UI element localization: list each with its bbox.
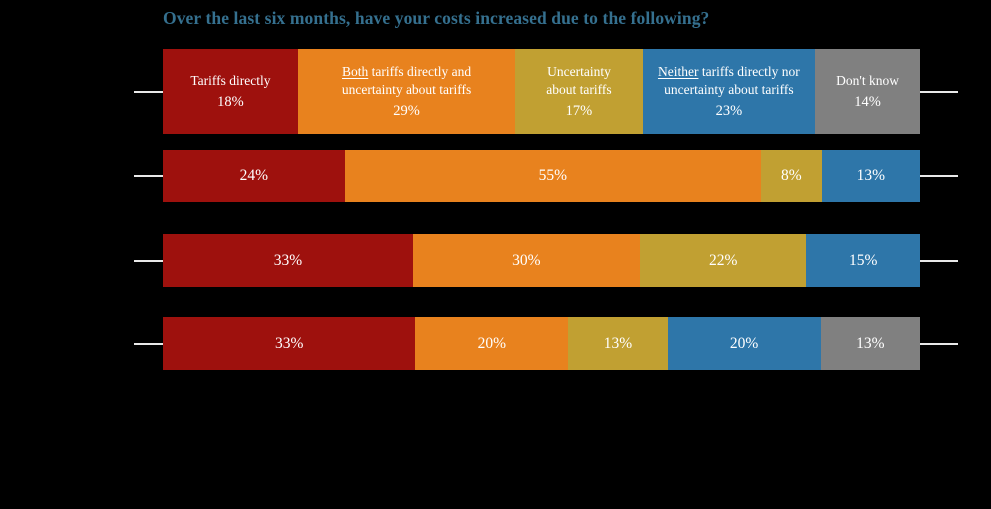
axis-tick-left-row-3: [134, 260, 163, 262]
segment-value-uncertainty-about-tariffs: 17%: [565, 102, 593, 119]
bar-segment-both-tariffs-and-uncertainty: 55%: [344, 150, 762, 202]
segment-label-line: Don't know: [836, 72, 899, 88]
segment-label-line: Uncertainty: [547, 64, 611, 80]
segment-value-neither-tariffs-nor-uncertainty: 20%: [729, 334, 759, 352]
segment-value-uncertainty-about-tariffs: 8%: [780, 167, 802, 185]
segment-label-line: uncertainty about tariffs: [664, 81, 794, 97]
segment-value-dont-know: 14%: [854, 94, 881, 111]
axis-tick-right-row-1: [920, 91, 958, 93]
bar-segment-uncertainty-about-tariffs: 13%: [568, 317, 668, 370]
segment-label-line: Both tariffs directly and: [342, 64, 472, 80]
axis-tick-right-row-4: [920, 343, 958, 345]
segment-label-line: Neither tariffs directly nor: [657, 64, 800, 80]
segment-value-both-tariffs-and-uncertainty: 55%: [538, 167, 568, 185]
chart-title: Over the last six months, have your cost…: [163, 8, 710, 28]
bar-segment-neither-tariffs-nor-uncertainty: 20%: [667, 317, 821, 370]
bar-segment-tariffs-directly: Tariffs directly 18%: [163, 49, 298, 134]
segment-value-dont-know: 13%: [856, 334, 885, 352]
bar-segment-uncertainty-about-tariffs: 8%: [761, 150, 822, 202]
bar-segment-neither-tariffs-nor-uncertainty: 15%: [806, 234, 920, 287]
underlined-word: Neither: [657, 64, 699, 80]
segment-label-uncertainty-about-tariffs: Uncertainty about tariffs: [546, 63, 611, 98]
axis-tick-left-row-4: [134, 343, 163, 345]
segment-value-both-tariffs-and-uncertainty: 20%: [477, 334, 506, 352]
bar-segment-both-tariffs-and-uncertainty: Both tariffs directly and uncertainty abo…: [297, 49, 516, 134]
segment-label-line: about tariffs: [546, 81, 612, 97]
bar-segment-uncertainty-about-tariffs: 22%: [639, 234, 807, 287]
segment-value-both-tariffs-and-uncertainty: 30%: [512, 251, 541, 269]
segment-label-tariffs-directly: Tariffs directly: [190, 72, 270, 89]
segment-label-line: uncertainty about tariffs: [341, 81, 472, 97]
bar-row-4: 33% 20% 13% 20% 13%: [163, 317, 920, 370]
bar-row-1: Tariffs directly 18% Both tariffs directly…: [163, 49, 921, 134]
axis-tick-left-row-2: [134, 175, 163, 177]
segment-label-line: Tariffs directly: [190, 72, 271, 88]
axis-tick-right-row-2: [920, 175, 958, 177]
bar-segment-tariffs-directly: 33%: [163, 317, 416, 370]
bar-segment-dont-know: Don't know 14%: [815, 49, 921, 134]
underlined-word: Both: [342, 64, 369, 80]
segment-value-both-tariffs-and-uncertainty: 29%: [393, 102, 420, 119]
segment-value-tariffs-directly: 18%: [217, 94, 244, 111]
bar-row-2: 24% 55% 8% 13%: [163, 150, 920, 202]
bar-segment-tariffs-directly: 24%: [163, 150, 345, 202]
segment-value-neither-tariffs-nor-uncertainty: 23%: [715, 102, 743, 119]
axis-tick-right-row-3: [920, 260, 958, 262]
segment-value-uncertainty-about-tariffs: 13%: [603, 334, 633, 352]
bar-segment-both-tariffs-and-uncertainty: 30%: [412, 234, 640, 287]
segment-value-tariffs-directly: 24%: [239, 167, 269, 185]
axis-tick-left-row-1: [134, 91, 163, 93]
segment-label-neither-tariffs-nor-uncertainty: Neither tariffs directly nor uncertainty …: [658, 63, 800, 98]
segment-value-tariffs-directly: 33%: [274, 334, 304, 352]
segment-value-neither-tariffs-nor-uncertainty: 15%: [849, 251, 878, 269]
bar-segment-neither-tariffs-nor-uncertainty: 13%: [821, 150, 920, 202]
segment-value-uncertainty-about-tariffs: 22%: [708, 251, 738, 269]
bar-segment-tariffs-directly: 33%: [163, 234, 413, 287]
bar-segment-neither-tariffs-nor-uncertainty: Neither tariffs directly nor uncertainty …: [642, 49, 816, 134]
bar-segment-dont-know: 13%: [820, 317, 920, 370]
segment-value-tariffs-directly: 33%: [273, 251, 303, 269]
segment-label-both-tariffs-and-uncertainty: Both tariffs directly and uncertainty abo…: [342, 63, 471, 98]
segment-label-dont-know: Don't know: [836, 72, 899, 89]
segment-value-neither-tariffs-nor-uncertainty: 13%: [856, 167, 885, 185]
bar-row-3: 33% 30% 22% 15%: [163, 234, 920, 287]
bar-segment-both-tariffs-and-uncertainty: 20%: [415, 317, 569, 370]
bar-segment-uncertainty-about-tariffs: Uncertainty about tariffs 17%: [515, 49, 643, 134]
